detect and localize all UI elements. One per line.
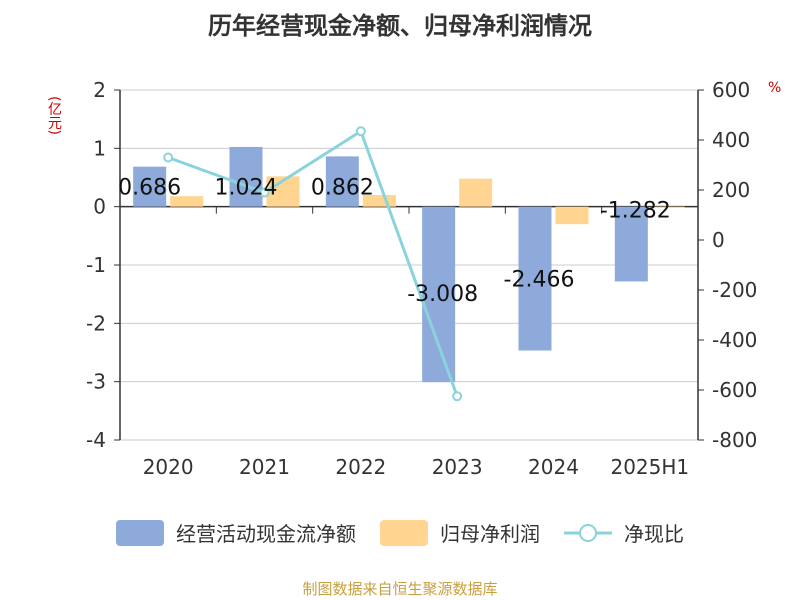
legend-swatch-cashflow <box>116 519 164 546</box>
category-label: 2021 <box>239 455 290 479</box>
legend-label-net-profit: 归母净利润 <box>440 522 540 546</box>
right-axis-tick-label: -200 <box>712 278 757 302</box>
right-axis-tick-label: 200 <box>712 178 750 202</box>
data-label: -2.466 <box>504 268 575 293</box>
category-label: 2023 <box>432 455 483 479</box>
source-note: 制图数据来自恒生聚源数据库 <box>302 580 498 598</box>
left-axis-tick-label: 2 <box>93 78 106 102</box>
category-label: 2022 <box>335 455 386 479</box>
bar-net-profit <box>651 206 685 208</box>
line-point-cash-ratio <box>259 187 270 198</box>
legend: 经营活动现金流净额 归母净利润 净现比 <box>0 518 800 547</box>
data-label: 1.024 <box>215 176 278 201</box>
left-axis-tick-label: -1 <box>86 253 106 277</box>
category-label: 2020 <box>143 455 194 479</box>
data-label: -3.008 <box>407 282 478 307</box>
left-axis-unit: (亿元) <box>46 96 62 135</box>
chart-title: 历年经营现金净额、归母净利润情况 <box>208 12 592 40</box>
line-point-cash-ratio <box>355 126 366 137</box>
right-axis-tick-label: -400 <box>712 328 757 352</box>
right-axis-tick-label: 600 <box>712 78 750 102</box>
legend-item-cash-ratio[interactable]: 净现比 <box>564 518 684 547</box>
bar-cashflow <box>422 206 456 383</box>
left-axis-tick-label: -2 <box>86 311 106 335</box>
bar-cashflow <box>614 206 648 282</box>
bar-cashflow <box>325 156 359 207</box>
right-axis-tick-label: 0 <box>712 228 725 252</box>
left-axis-tick-label: -4 <box>86 428 106 452</box>
bar-net-profit <box>555 206 589 225</box>
category-label: 2024 <box>528 455 579 479</box>
legend-item-cashflow[interactable]: 经营活动现金流净额 <box>116 518 356 547</box>
right-axis-tick-label: -600 <box>712 378 757 402</box>
legend-label-cash-ratio: 净现比 <box>624 522 684 546</box>
legend-item-net-profit[interactable]: 归母净利润 <box>380 518 540 547</box>
bar-net-profit <box>170 196 204 207</box>
left-axis-tick-label: -3 <box>86 370 106 394</box>
right-axis-tick-label: 400 <box>712 128 750 152</box>
right-axis-tick-label: -800 <box>712 428 757 452</box>
left-axis-tick-label: 1 <box>93 136 106 160</box>
data-label: 0.862 <box>311 176 374 201</box>
line-cash-ratio <box>167 128 459 397</box>
bar-net-profit <box>362 195 396 207</box>
legend-swatch-cash-ratio <box>564 523 612 542</box>
bar-cashflow <box>229 146 263 207</box>
data-label: -1.282 <box>600 198 671 223</box>
legend-label-cashflow: 经营活动现金流净额 <box>176 522 356 546</box>
bar-cashflow <box>518 206 552 351</box>
bar-net-profit <box>459 178 493 207</box>
line-point-cash-ratio <box>452 391 463 402</box>
bar-cashflow <box>133 166 167 207</box>
line-point-cash-ratio <box>163 152 174 163</box>
legend-swatch-net-profit <box>380 519 428 546</box>
category-label: 2025H1 <box>610 455 689 479</box>
left-axis-tick-label: 0 <box>93 195 106 219</box>
data-label: 0.686 <box>118 176 181 201</box>
right-axis-unit: % <box>768 80 782 96</box>
